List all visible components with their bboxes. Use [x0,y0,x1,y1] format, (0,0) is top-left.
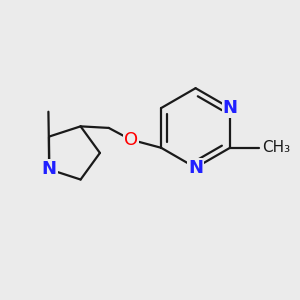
Text: O: O [124,131,138,149]
Text: N: N [188,159,203,177]
Text: CH₃: CH₃ [262,140,290,155]
Text: N: N [223,99,238,117]
Text: N: N [42,160,57,178]
